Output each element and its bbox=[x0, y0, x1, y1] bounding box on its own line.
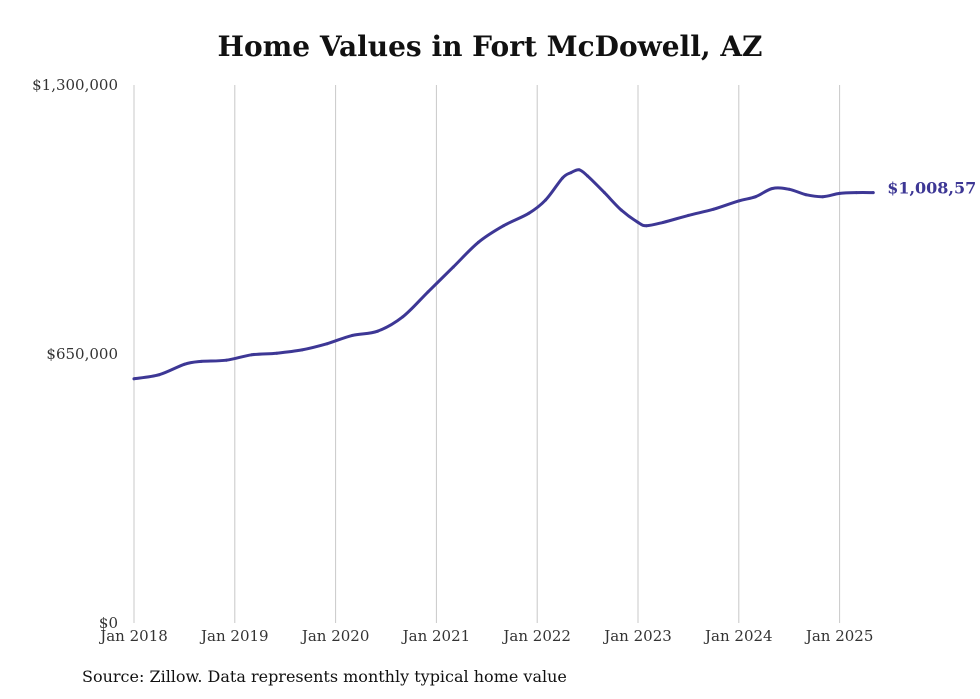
data-point bbox=[502, 224, 506, 228]
data-point bbox=[376, 329, 380, 333]
series-layer: $1,008,57 bbox=[132, 168, 976, 381]
data-point bbox=[787, 187, 791, 191]
data-point bbox=[350, 333, 354, 337]
data-point bbox=[157, 373, 161, 377]
x-tick-label: Jan 2019 bbox=[199, 627, 269, 645]
data-point bbox=[199, 359, 203, 363]
data-point bbox=[754, 195, 758, 199]
data-point bbox=[300, 348, 304, 352]
y-tick-label: $0 bbox=[99, 614, 118, 632]
data-point bbox=[586, 174, 590, 178]
source-note: Source: Zillow. Data represents monthly … bbox=[82, 667, 567, 686]
data-point bbox=[737, 199, 741, 203]
data-point bbox=[854, 191, 858, 195]
y-axis-ticks: $0 $650,000 $1,300,000 bbox=[32, 76, 118, 632]
data-point bbox=[619, 208, 623, 212]
data-point bbox=[644, 224, 648, 228]
data-point bbox=[838, 191, 842, 195]
data-point bbox=[804, 193, 808, 197]
end-value-label: $1,008,57 bbox=[887, 179, 976, 198]
data-point bbox=[661, 220, 665, 224]
x-tick-label: Jan 2021 bbox=[401, 627, 471, 645]
data-point bbox=[325, 342, 329, 346]
x-tick-label: Jan 2023 bbox=[602, 627, 672, 645]
x-tick-label: Jan 2018 bbox=[98, 627, 168, 645]
data-point bbox=[770, 187, 774, 190]
data-point bbox=[602, 191, 606, 195]
data-point bbox=[569, 171, 573, 175]
data-point bbox=[476, 240, 480, 244]
x-tick-label: Jan 2022 bbox=[501, 627, 571, 645]
y-tick-label: $1,300,000 bbox=[32, 76, 118, 94]
data-point bbox=[250, 353, 254, 357]
data-point bbox=[132, 377, 136, 381]
x-tick-label: Jan 2024 bbox=[703, 627, 773, 645]
gridlines bbox=[133, 85, 841, 623]
data-point bbox=[275, 351, 279, 355]
data-point bbox=[527, 211, 531, 215]
data-point bbox=[426, 290, 430, 294]
data-point bbox=[577, 168, 581, 172]
data-point bbox=[224, 358, 228, 362]
data-point bbox=[451, 265, 455, 269]
data-point bbox=[636, 220, 640, 224]
data-point bbox=[182, 362, 186, 366]
data-point bbox=[871, 191, 875, 195]
series-line bbox=[132, 168, 875, 381]
x-tick-label: Jan 2020 bbox=[300, 627, 370, 645]
chart-title: Home Values in Fort McDowell, AZ bbox=[217, 30, 763, 63]
y-tick-label: $650,000 bbox=[46, 345, 118, 363]
data-point bbox=[401, 315, 405, 319]
data-point bbox=[712, 207, 716, 211]
data-point bbox=[544, 198, 548, 202]
data-point bbox=[821, 195, 825, 199]
data-point bbox=[560, 176, 564, 180]
x-tick-label: Jan 2025 bbox=[804, 627, 874, 645]
data-point bbox=[686, 213, 690, 217]
x-axis-ticks: Jan 2018 Jan 2019 Jan 2020 Jan 2021 Jan 2022… bbox=[98, 627, 873, 645]
